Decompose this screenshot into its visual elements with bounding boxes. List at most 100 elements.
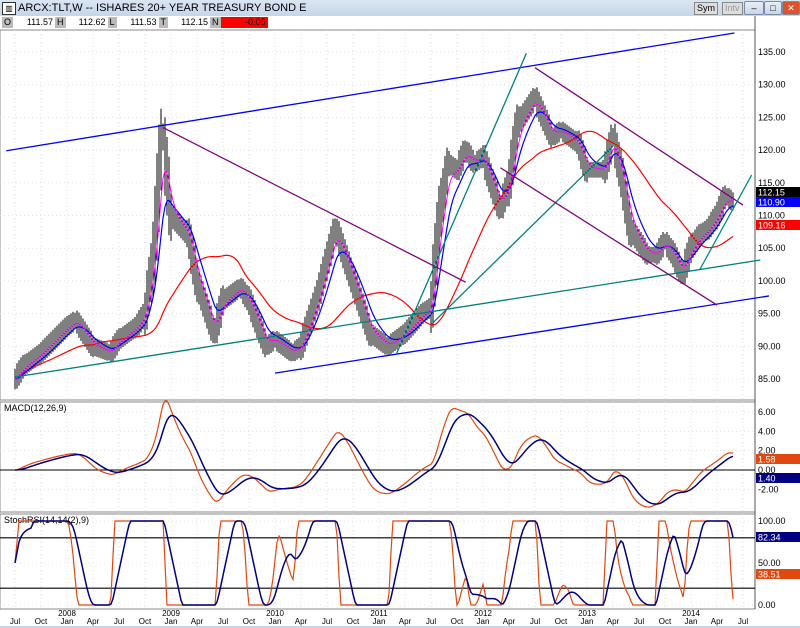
value-readout: 38.51 xyxy=(758,570,781,580)
x-tick-label: Apr xyxy=(191,617,204,626)
y-tick-label: 100.00 xyxy=(758,516,786,526)
x-tick-label: Jan xyxy=(61,617,74,626)
y-tick-label: 85.00 xyxy=(758,374,781,384)
x-tick-label: Apr xyxy=(399,617,412,626)
x-tick-label: Jan xyxy=(165,617,178,626)
x-tick-label: Jan xyxy=(373,617,386,626)
x-tick-label: Jan xyxy=(477,617,490,626)
stochrsi-signal-line xyxy=(14,520,734,606)
net-change-value: -0.06 xyxy=(220,17,268,28)
x-tick-label: Oct xyxy=(243,617,256,626)
y-tick-label: 110.00 xyxy=(758,211,785,221)
open-label: O xyxy=(2,17,14,28)
value-readout-box xyxy=(756,220,800,230)
x-tick-label: Oct xyxy=(139,617,152,626)
y-tick-label: 6.00 xyxy=(758,407,776,417)
restore-button[interactable]: □ xyxy=(764,1,782,15)
value-readout-box xyxy=(756,532,800,542)
macd-signal-line xyxy=(14,413,734,505)
x-tick-label: Jul xyxy=(738,617,748,626)
window-title: ARCX:TLT,W -- ISHARES 20+ YEAR TREASURY … xyxy=(18,2,307,14)
macd-line xyxy=(14,400,734,508)
value-readout-box xyxy=(756,473,800,483)
trendline xyxy=(6,32,735,152)
x-year-label: 2011 xyxy=(370,609,388,618)
stochrsi-line xyxy=(14,520,734,608)
y-tick-label: 95.00 xyxy=(758,309,781,319)
ohlc-readout: O 111.57 H 112.62 L 111.53 T 112.15 N -0.06 xyxy=(2,17,268,28)
trendline xyxy=(274,295,770,374)
open-value: 111.57 xyxy=(13,17,56,28)
title-bar: ▥ ARCX:TLT,W -- ISHARES 20+ YEAR TREASUR… xyxy=(0,0,800,16)
x-tick-label: Jul xyxy=(530,617,540,626)
net-label: N xyxy=(210,17,221,28)
y-tick-label: 100.00 xyxy=(758,276,786,286)
trendline xyxy=(162,126,466,283)
trendline xyxy=(430,145,614,326)
x-tick-label: Jan xyxy=(269,617,282,626)
minimize-button[interactable]: – xyxy=(744,1,764,15)
x-year-label: 2012 xyxy=(474,609,492,618)
x-year-label: 2014 xyxy=(682,609,700,618)
x-tick-label: Jul xyxy=(426,617,436,626)
x-tick-label: Jul xyxy=(218,617,228,626)
value-readout: 110.90 xyxy=(758,198,785,208)
close-button[interactable]: ✕ xyxy=(782,1,800,15)
y-tick-label: 4.00 xyxy=(758,426,776,436)
trendline xyxy=(395,53,527,355)
x-tick-label: Oct xyxy=(451,617,464,626)
y-tick-label: 125.00 xyxy=(758,112,786,122)
panel-title: MACD(12,26,9) xyxy=(4,403,67,413)
x-tick-label: Oct xyxy=(347,617,360,626)
y-tick-label: 130.00 xyxy=(758,80,786,90)
slow-ema-line xyxy=(14,111,734,380)
x-tick-label: Apr xyxy=(87,617,100,626)
chart-app-icon: ▥ xyxy=(2,2,16,15)
panel-title: StochRSI(14,14(2),9) xyxy=(4,515,89,525)
value-readout: 109.16 xyxy=(758,221,786,231)
x-tick-label: Jul xyxy=(114,617,124,626)
x-tick-label: Jul xyxy=(10,617,20,626)
y-tick-label: 90.00 xyxy=(758,341,781,351)
value-readout: 82.34 xyxy=(758,533,781,543)
panel-frame-macd xyxy=(0,401,756,513)
low-label: L xyxy=(107,17,117,28)
trendline xyxy=(14,259,761,378)
y-tick-label: 0.00 xyxy=(758,600,776,610)
interval-button[interactable]: Intv xyxy=(722,2,743,15)
x-tick-label: Oct xyxy=(555,617,568,626)
long-moving-average-line xyxy=(14,130,734,380)
y-tick-label: 120.00 xyxy=(758,145,786,155)
x-tick-label: Jul xyxy=(634,617,644,626)
value-readout: 1.40 xyxy=(758,474,776,484)
fast-ema-line xyxy=(14,103,734,380)
status-strip xyxy=(0,626,800,628)
y-tick-label: 115.00 xyxy=(758,178,785,188)
y-tick-label: 135.00 xyxy=(758,47,786,57)
y-tick-label: 2.00 xyxy=(758,446,776,456)
value-readout-box xyxy=(756,454,800,464)
last-label: T xyxy=(158,17,169,28)
x-tick-label: Jan xyxy=(685,617,698,626)
low-value: 111.53 xyxy=(116,17,159,28)
x-tick-label: Oct xyxy=(659,617,672,626)
high-value: 112.62 xyxy=(65,17,108,28)
x-year-label: 2009 xyxy=(162,609,180,618)
y-tick-label: 105.00 xyxy=(758,243,786,253)
trendline xyxy=(699,174,753,271)
x-tick-label: Jan xyxy=(581,617,594,626)
x-tick-label: Oct xyxy=(35,617,48,626)
value-readout: 112.15 xyxy=(758,188,785,198)
x-tick-label: Apr xyxy=(711,617,724,626)
x-year-label: 2013 xyxy=(578,609,596,618)
y-tick-label: 50.00 xyxy=(758,558,781,568)
last-value: 112.15 xyxy=(168,17,211,28)
x-tick-label: Jul xyxy=(322,617,332,626)
x-tick-label: Apr xyxy=(607,617,620,626)
trendline xyxy=(534,67,744,206)
x-year-label: 2008 xyxy=(58,609,76,618)
x-year-label: 2010 xyxy=(266,609,284,618)
value-readout: 1.58 xyxy=(758,455,776,465)
symbol-button[interactable]: Sym xyxy=(694,2,718,15)
